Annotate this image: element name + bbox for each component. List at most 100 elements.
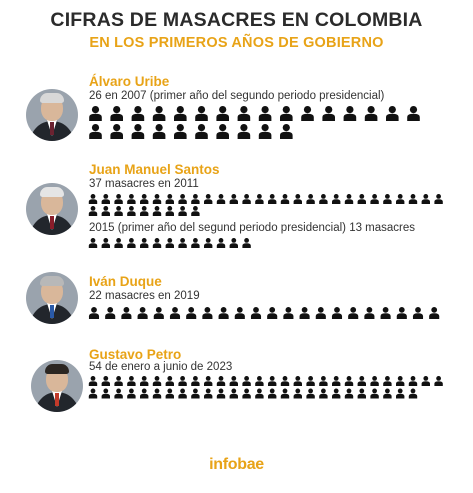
person-icon	[178, 376, 187, 386]
president-name-santos: Juan Manuel Santos	[89, 162, 220, 177]
person-icon	[344, 388, 354, 399]
person-icon	[89, 124, 102, 139]
person-icon	[344, 376, 354, 386]
person-icon	[202, 307, 213, 319]
person-icon	[383, 388, 392, 399]
president-caption-santos-2015: 2015 (primer año del segund periodo pres…	[89, 222, 416, 234]
person-icon	[357, 194, 366, 204]
pictogram-duque	[88, 307, 440, 319]
avatar-duque	[26, 272, 78, 324]
person-icon	[315, 307, 326, 319]
person-icon	[229, 388, 238, 399]
person-icon	[88, 194, 98, 204]
person-icon	[195, 124, 208, 139]
person-icon	[306, 388, 315, 399]
president-caption-santos-2011: 37 masacres en 2011	[89, 178, 199, 190]
person-icon	[216, 124, 229, 139]
person-icon	[127, 238, 136, 248]
person-icon	[165, 238, 174, 248]
president-name-duque: Iván Duque	[89, 274, 162, 289]
person-icon	[169, 307, 181, 319]
person-icon	[280, 106, 293, 121]
person-icon	[88, 307, 100, 319]
person-icon	[412, 307, 424, 319]
person-icon	[250, 307, 262, 319]
person-icon	[191, 194, 200, 204]
person-icon	[258, 106, 272, 121]
person-icon	[88, 376, 98, 386]
person-icon	[101, 376, 110, 386]
person-icon	[434, 376, 443, 386]
person-icon	[364, 307, 375, 319]
person-icon	[386, 106, 399, 121]
person-icon	[110, 106, 123, 121]
president-name-petro: Gustavo Petro	[89, 347, 182, 362]
person-icon	[283, 307, 294, 319]
person-icon	[152, 238, 162, 248]
person-icon	[293, 388, 302, 399]
person-icon	[131, 124, 145, 139]
person-icon	[140, 194, 149, 204]
person-icon	[234, 307, 245, 319]
person-icon	[178, 238, 187, 248]
person-icon	[421, 194, 430, 204]
president-caption-uribe: 26 en 2007 (primer año del segundo perio…	[89, 90, 385, 102]
person-icon	[178, 388, 187, 399]
person-icon	[88, 388, 98, 399]
person-icon	[216, 194, 226, 204]
person-icon	[299, 307, 310, 319]
person-icon	[293, 194, 302, 204]
person-icon	[101, 206, 110, 216]
person-icon	[152, 206, 162, 216]
person-icon	[237, 124, 251, 139]
avatar-uribe	[26, 89, 78, 141]
person-icon	[331, 307, 343, 319]
person-icon	[306, 376, 315, 386]
person-icon	[408, 376, 418, 386]
person-icon	[280, 388, 290, 399]
person-icon	[216, 376, 226, 386]
person-icon	[268, 376, 277, 386]
person-icon	[152, 106, 166, 121]
person-icon	[383, 376, 392, 386]
person-icon	[268, 388, 277, 399]
person-icon	[258, 124, 272, 139]
person-icon	[165, 194, 174, 204]
person-icon	[204, 194, 213, 204]
person-icon	[216, 238, 226, 248]
person-icon	[152, 376, 162, 386]
avatar-santos	[26, 183, 78, 235]
person-icon	[174, 124, 187, 139]
person-icon	[216, 388, 226, 399]
person-icon	[127, 388, 136, 399]
person-icon	[348, 307, 359, 319]
person-icon	[396, 194, 405, 204]
person-icon	[370, 388, 379, 399]
person-icon	[127, 206, 136, 216]
person-icon	[165, 206, 174, 216]
pictogram-santos-2015	[88, 238, 251, 248]
person-icon	[165, 376, 174, 386]
person-icon	[434, 194, 443, 204]
person-icon	[407, 106, 420, 121]
person-icon	[88, 238, 98, 248]
person-icon	[364, 106, 378, 121]
person-icon	[229, 376, 238, 386]
person-icon	[191, 376, 200, 386]
person-icon	[178, 194, 187, 204]
president-name-uribe: Álvaro Uribe	[89, 74, 170, 89]
person-icon	[280, 124, 293, 139]
avatar-petro	[31, 360, 83, 412]
person-icon	[396, 307, 407, 319]
person-icon	[237, 106, 251, 121]
person-icon	[216, 106, 229, 121]
person-icon	[101, 388, 110, 399]
person-icon	[301, 106, 314, 121]
person-icon	[88, 206, 98, 216]
chart-title: CIFRAS DE MASACRES EN COLOMBIA	[50, 9, 423, 31]
person-icon	[127, 194, 136, 204]
person-icon	[105, 307, 116, 319]
person-icon	[101, 194, 110, 204]
person-icon	[408, 388, 418, 399]
person-icon	[195, 106, 208, 121]
